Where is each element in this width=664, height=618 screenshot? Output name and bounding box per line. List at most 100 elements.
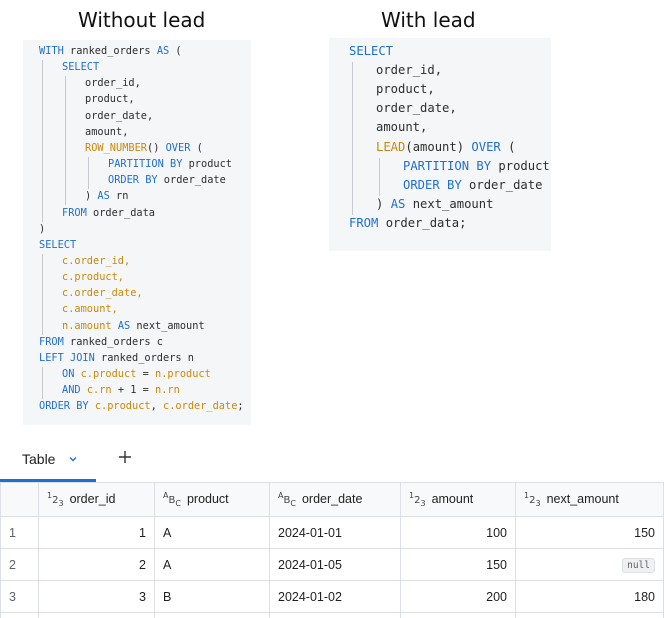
code-token: amount,: [376, 120, 428, 135]
code-token: SELECT: [62, 61, 100, 74]
code-line: ROW_NUMBER() OVER (: [85, 142, 203, 154]
cell-product[interactable]: B: [154, 612, 270, 618]
code-token: c.product,: [62, 271, 124, 284]
cell-order-date[interactable]: 2024-01-02: [269, 580, 401, 613]
code-token: order_id,: [376, 63, 443, 78]
column-header-label: next_amount: [546, 492, 619, 506]
code-token: ): [85, 190, 98, 203]
code-token: n.amount: [62, 319, 112, 332]
code-token: next_amount: [405, 196, 494, 211]
table-row[interactable]: 3 3 B 2024-01-02 200 180: [0, 580, 664, 613]
code-token: order_data;: [378, 215, 467, 230]
cell-next-amount[interactable]: 150: [515, 516, 664, 549]
code-token: (: [500, 139, 516, 154]
null-badge: null: [622, 557, 655, 573]
code-line: FROM ranked_orders c: [39, 336, 163, 348]
code-line: order_id,: [85, 77, 141, 89]
code-line: WITH ranked_orders AS (: [39, 45, 182, 57]
cell-order-id[interactable]: 3: [38, 580, 155, 613]
cell-next-amount[interactable]: null: [515, 612, 664, 618]
column-header-order-id[interactable]: 123 order_id: [38, 482, 155, 517]
code-token: product,: [376, 82, 435, 97]
code-token: OVER: [471, 139, 501, 154]
column-header-amount[interactable]: 123 amount: [400, 482, 516, 517]
add-tab-button[interactable]: [112, 444, 138, 470]
code-token: PARTITION BY: [108, 158, 183, 171]
code-token: SELECT: [39, 238, 77, 251]
code-token: (): [147, 141, 166, 154]
column-header-label: product: [186, 492, 229, 506]
code-line: c.order_id,: [62, 255, 130, 267]
row-number-header: [0, 482, 39, 517]
code-token: n.product: [155, 368, 211, 380]
tab-table[interactable]: Table: [0, 436, 96, 482]
cell-next-amount[interactable]: 180: [515, 580, 664, 613]
code-token: c.order_id,: [62, 254, 131, 267]
cell-product[interactable]: A: [154, 548, 270, 581]
cell-product[interactable]: A: [154, 516, 270, 549]
code-line: ORDER BY order_date: [403, 178, 542, 192]
code-line: c.order_date,: [62, 287, 143, 299]
number-type-icon: 123: [409, 491, 426, 508]
code-line: order_date,: [85, 110, 153, 122]
cell-next-amount[interactable]: null: [515, 548, 664, 581]
cell-order-id[interactable]: 2: [38, 548, 155, 581]
code-line: amount,: [376, 120, 427, 134]
row-number: 2: [0, 548, 39, 581]
indent-guide: [65, 76, 66, 206]
cell-order-id[interactable]: 1: [38, 516, 155, 549]
results-tab-bar: Table: [0, 436, 664, 482]
indent-guide: [379, 157, 380, 196]
indent-guide: [352, 62, 353, 215]
code-line: n.amount AS next_amount: [62, 320, 205, 332]
code-token: amount,: [85, 125, 129, 138]
code-token: FROM: [62, 206, 87, 219]
table-row[interactable]: 4 4 B 2024-01-06 180 null: [0, 612, 664, 618]
column-header-next-amount[interactable]: 123 next_amount: [515, 482, 664, 517]
code-token: LEFT JOIN: [39, 351, 95, 364]
code-token: SELECT: [349, 44, 394, 58]
code-token: =: [136, 368, 156, 380]
cell-order-date[interactable]: 2024-01-01: [269, 516, 401, 549]
cell-product[interactable]: B: [154, 580, 270, 613]
indent-guide: [88, 157, 89, 190]
cell-amount[interactable]: 200: [400, 580, 516, 613]
code-token: AS: [156, 45, 170, 57]
code-token: ranked_orders: [63, 45, 157, 57]
code-token: FROM: [349, 215, 379, 230]
column-header-product[interactable]: ABC product: [154, 482, 270, 517]
code-line: ORDER BY order_date: [108, 174, 226, 186]
code-token: (: [190, 141, 203, 154]
cell-order-date[interactable]: 2024-01-06: [269, 612, 401, 618]
cell-amount[interactable]: 180: [400, 612, 516, 618]
chevron-down-icon: [69, 457, 77, 462]
code-token: order_data: [86, 206, 156, 219]
cell-order-id[interactable]: 4: [38, 612, 155, 618]
cell-amount[interactable]: 100: [400, 516, 516, 549]
cell-order-date[interactable]: 2024-01-05: [269, 548, 401, 581]
table-row[interactable]: 2 2 A 2024-01-05 150 null: [0, 548, 664, 581]
row-number: 4: [0, 612, 39, 618]
tab-active-indicator: [0, 479, 96, 482]
code-token: order_date: [461, 177, 543, 192]
code-line: PARTITION BY product: [108, 158, 232, 170]
code-line: SELECT: [39, 239, 76, 251]
code-token: (: [169, 45, 182, 57]
code-token: (amount): [405, 139, 472, 154]
column-header-order-date[interactable]: ABC order_date: [269, 482, 401, 517]
code-line: FROM order_data;: [349, 216, 466, 230]
code-token: AND: [62, 384, 81, 397]
code-line: ): [39, 223, 45, 235]
table-row[interactable]: 1 1 A 2024-01-01 100 150: [0, 516, 664, 549]
code-token: ranked_orders n: [94, 351, 194, 364]
code-line: ORDER BY c.product, c.order_date;: [39, 400, 244, 412]
table-header-row: 123 order_id ABC product ABC order_date 123…: [0, 482, 664, 517]
code-token: AS: [390, 196, 406, 211]
cell-amount[interactable]: 150: [400, 548, 516, 581]
plus-icon: [119, 451, 131, 463]
code-token: c.order_date,: [62, 287, 143, 300]
code-token: ROW_NUMBER: [85, 141, 147, 154]
code-token: product,: [85, 93, 135, 106]
code-token: product: [491, 158, 550, 173]
number-type-icon: 123: [524, 491, 541, 508]
